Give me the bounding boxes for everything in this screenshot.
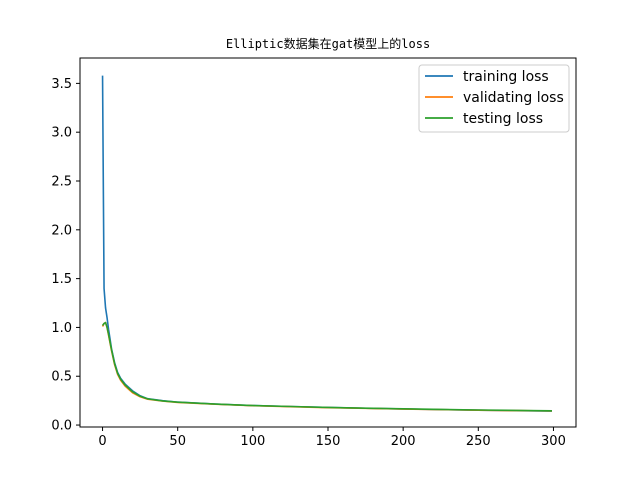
legend-label: training loss — [463, 69, 549, 85]
series-line-validating-loss — [101, 321, 552, 412]
x-tick-label: 150 — [316, 434, 341, 449]
legend-label: validating loss — [463, 90, 564, 106]
y-tick-label: 0.0 — [51, 419, 72, 434]
chart-title: Elliptic数据集在gat模型上的loss — [226, 36, 430, 51]
legend-box — [418, 64, 570, 133]
y-tick-label: 1.5 — [51, 272, 72, 287]
y-tick-label: 2.5 — [51, 175, 72, 190]
y-tick-label: 3.0 — [51, 126, 72, 141]
x-tick-label: 50 — [169, 434, 186, 449]
y-tick-label: 1.0 — [51, 321, 72, 336]
y-tick-label: 3.5 — [51, 77, 72, 92]
x-tick-label: 0 — [98, 434, 106, 449]
y-tick-label: 2.0 — [51, 223, 72, 238]
series-line-testing-loss — [101, 321, 552, 412]
x-tick-label: 200 — [391, 434, 416, 449]
x-tick-label: 250 — [466, 434, 491, 449]
legend-label: testing loss — [463, 111, 543, 127]
x-tick-label: 100 — [240, 434, 265, 449]
y-tick-label: 0.5 — [51, 370, 72, 385]
x-tick-label: 300 — [541, 434, 566, 449]
